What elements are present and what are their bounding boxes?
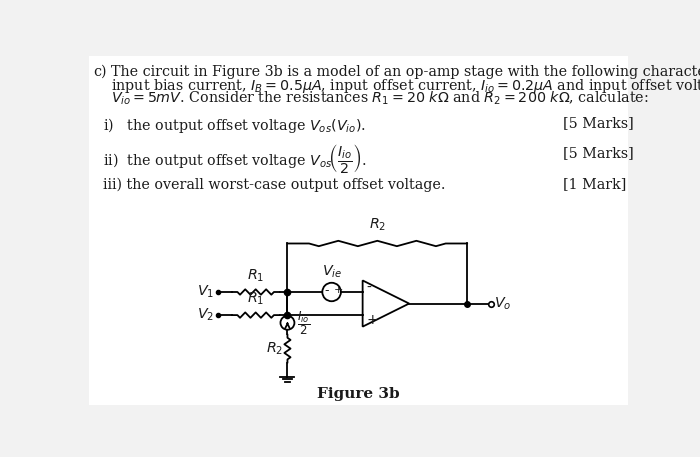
Text: $V_o$: $V_o$ — [494, 295, 511, 312]
Text: $R_1$: $R_1$ — [247, 291, 265, 308]
Text: [5 Marks]: [5 Marks] — [564, 116, 634, 130]
Text: +: + — [367, 313, 378, 327]
Text: $V_{ie}$: $V_{ie}$ — [321, 263, 342, 280]
Text: [1 Mark]: [1 Mark] — [564, 177, 626, 191]
Text: input bias current, $I_B = 0.5\mu A$, input offset current, $I_{io} = 0.2\mu A$ : input bias current, $I_B = 0.5\mu A$, in… — [111, 77, 700, 95]
Text: [5 Marks]: [5 Marks] — [564, 146, 634, 159]
Text: c): c) — [94, 65, 107, 79]
Text: The circuit in Figure 3b is a model of an op-amp stage with the following charac: The circuit in Figure 3b is a model of a… — [111, 65, 700, 79]
Text: $R_2$: $R_2$ — [369, 216, 386, 233]
Text: -: - — [325, 284, 329, 297]
Text: $V_2$: $V_2$ — [197, 307, 215, 323]
Text: iii) the overall worst-case output offset voltage.: iii) the overall worst-case output offse… — [103, 177, 445, 191]
Text: -: - — [367, 281, 372, 294]
Text: ii)  the output offset voltage $V_{os}\!\left(\dfrac{I_{io}}{2}\right)$.: ii) the output offset voltage $V_{os}\!\… — [103, 142, 367, 175]
Text: +: + — [334, 286, 343, 296]
Text: $\dfrac{I_{io}}{2}$: $\dfrac{I_{io}}{2}$ — [297, 309, 310, 337]
Text: Figure 3b: Figure 3b — [317, 388, 400, 401]
Text: $R_1$: $R_1$ — [247, 268, 265, 284]
Text: $V_{io} = 5mV$. Consider the resistances $R_1 = 20\ k\Omega$ and $R_2 = 200\ k\O: $V_{io} = 5mV$. Consider the resistances… — [111, 90, 648, 107]
Text: $R_2$: $R_2$ — [266, 340, 284, 357]
Text: $V_1$: $V_1$ — [197, 284, 215, 300]
Text: i)   the output offset voltage $V_{os}(V_{io})$.: i) the output offset voltage $V_{os}(V_{… — [103, 116, 366, 135]
FancyBboxPatch shape — [89, 56, 628, 405]
